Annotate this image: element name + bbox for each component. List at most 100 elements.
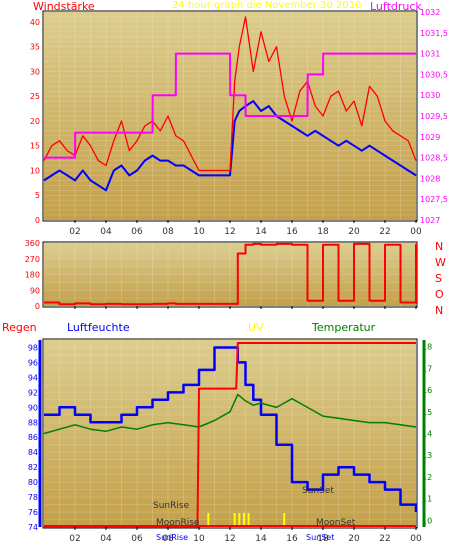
y-tick-right-0: 1029,5	[420, 112, 448, 121]
y-tick-right-2: 11	[422, 495, 432, 504]
uv-marker-2	[242, 513, 245, 525]
dir-label-n2: N	[435, 304, 444, 317]
y-tick-left-2: 82	[28, 463, 38, 472]
y-tick-right-0: 1027,5	[420, 195, 448, 204]
y-tick-left-1: 180	[25, 271, 40, 280]
dir-label-o: O	[435, 288, 444, 301]
y-tick-right-0: 1029	[420, 133, 440, 142]
dir-label-w: W	[435, 256, 446, 269]
y-tick-left-2: 80	[28, 478, 38, 487]
x-tick-label: 10	[193, 534, 205, 543]
y-tick-left-2: 84	[28, 448, 38, 457]
x-tick-label: 10	[193, 227, 205, 237]
sunset-label: SunSet	[302, 486, 334, 496]
x-tick-label: 18	[317, 534, 329, 543]
wind-label: Windstärke	[33, 0, 95, 13]
x-tick-label: 04	[100, 534, 112, 543]
x-tick-label: 02	[69, 534, 80, 543]
y-tick-right-2: 14	[422, 430, 432, 439]
y-tick-left-1: 0	[35, 302, 40, 311]
y-tick-left-2: 96	[28, 358, 38, 367]
dir-label-s: S	[435, 272, 442, 285]
temperature-label: Temperatur	[312, 321, 376, 334]
x-tick-label: 00	[410, 534, 422, 543]
x-tick-label: 12	[224, 534, 235, 543]
series-luftfeuchte-line	[44, 346, 418, 512]
moonrise-label: MoonRise	[156, 518, 200, 528]
series-luftdruck-line	[44, 52, 416, 159]
sunrise-label: SunRise	[153, 501, 190, 511]
x-tick-label: 20	[348, 534, 360, 543]
y-tick-right-2: 17	[422, 364, 432, 373]
y-tick-right-2: 18	[422, 343, 432, 352]
y-tick-right-0: 1031,5	[420, 29, 448, 38]
y-tick-left-1: 360	[25, 239, 40, 248]
y-tick-left-0: 0	[35, 216, 40, 225]
y-tick-left-2: 74	[28, 523, 38, 532]
x-tick-label: 20	[348, 227, 360, 237]
y-tick-left-2: 86	[28, 433, 38, 442]
y-tick-left-0: 30	[30, 67, 40, 76]
pressure-label: Luftdruck	[370, 0, 422, 13]
uv-label: UV	[248, 321, 264, 334]
series-windbe-line	[43, 16, 417, 172]
uv-marker-4	[283, 513, 286, 525]
panel-0-background	[44, 12, 416, 220]
x-tick-label: 14	[255, 227, 267, 237]
panel-2-background	[44, 340, 416, 527]
x-tick-label: 16	[286, 227, 298, 237]
y-tick-left-2: 98	[28, 343, 38, 352]
uv-marker-0	[233, 513, 236, 525]
y-tick-right-2: 12	[422, 473, 432, 482]
x-tick-label: 22	[379, 227, 390, 237]
y-tick-right-0: 1032	[420, 8, 440, 17]
moonset-label: MoonSet	[316, 518, 356, 528]
humidity-label: Luftfeuchte	[67, 321, 130, 334]
x-tick-label: 02	[69, 227, 80, 237]
x-tick-label: 22	[379, 534, 390, 543]
x-tick-label: 08	[162, 534, 174, 543]
y-tick-right-2: 13	[422, 451, 432, 460]
y-tick-left-2: 90	[28, 403, 38, 412]
series-windstrke-line	[43, 100, 417, 192]
x-tick-label: 04	[100, 227, 112, 237]
chart-title: 24 hour graph die November 30 2016	[172, 0, 362, 11]
y-tick-left-0: 10	[30, 166, 40, 175]
y-tick-right-0: 1028	[420, 174, 440, 183]
x-tick-label: 06	[131, 534, 143, 543]
sunset-bottom-label: SunSet	[306, 533, 335, 542]
x-tick-label: 08	[162, 227, 174, 237]
dir-label-n1: N	[435, 240, 444, 253]
x-tick-label: 14	[255, 534, 267, 543]
uv-marker-1	[238, 513, 241, 525]
y-tick-left-2: 78	[28, 493, 38, 502]
y-tick-left-2: 94	[28, 373, 38, 382]
y-tick-left-0: 20	[30, 117, 40, 126]
y-tick-left-1: 270	[25, 255, 40, 264]
uv-marker-3	[247, 513, 250, 525]
y-tick-right-2: 15	[422, 408, 432, 417]
x-tick-label: 18	[317, 227, 329, 237]
x-tick-label: 06	[131, 227, 143, 237]
rain-label: Regen	[2, 321, 37, 334]
y-tick-right-0: 1030	[420, 91, 440, 100]
y-tick-right-0: 1030,5	[420, 70, 448, 79]
y-tick-left-0: 35	[30, 43, 40, 52]
y-tick-left-0: 5	[35, 191, 40, 200]
y-tick-left-2: 88	[28, 418, 38, 427]
uv-marker-5	[207, 513, 210, 525]
series-windrichtung-line	[44, 242, 417, 306]
y-tick-left-0: 40	[30, 18, 40, 27]
sunrise-bottom-label: SunRise	[156, 533, 189, 542]
y-tick-left-2: 76	[28, 508, 38, 517]
y-tick-left-0: 15	[30, 142, 40, 151]
y-tick-right-0: 1031	[420, 50, 440, 59]
y-tick-left-0: 25	[30, 92, 40, 101]
y-tick-right-0: 1027	[420, 216, 440, 225]
y-tick-left-2: 92	[28, 388, 38, 397]
series-temperatur-line	[43, 393, 417, 435]
y-tick-right-2: 10	[422, 516, 432, 525]
y-tick-right-2: 16	[422, 386, 432, 395]
x-tick-label: 00	[410, 227, 422, 237]
